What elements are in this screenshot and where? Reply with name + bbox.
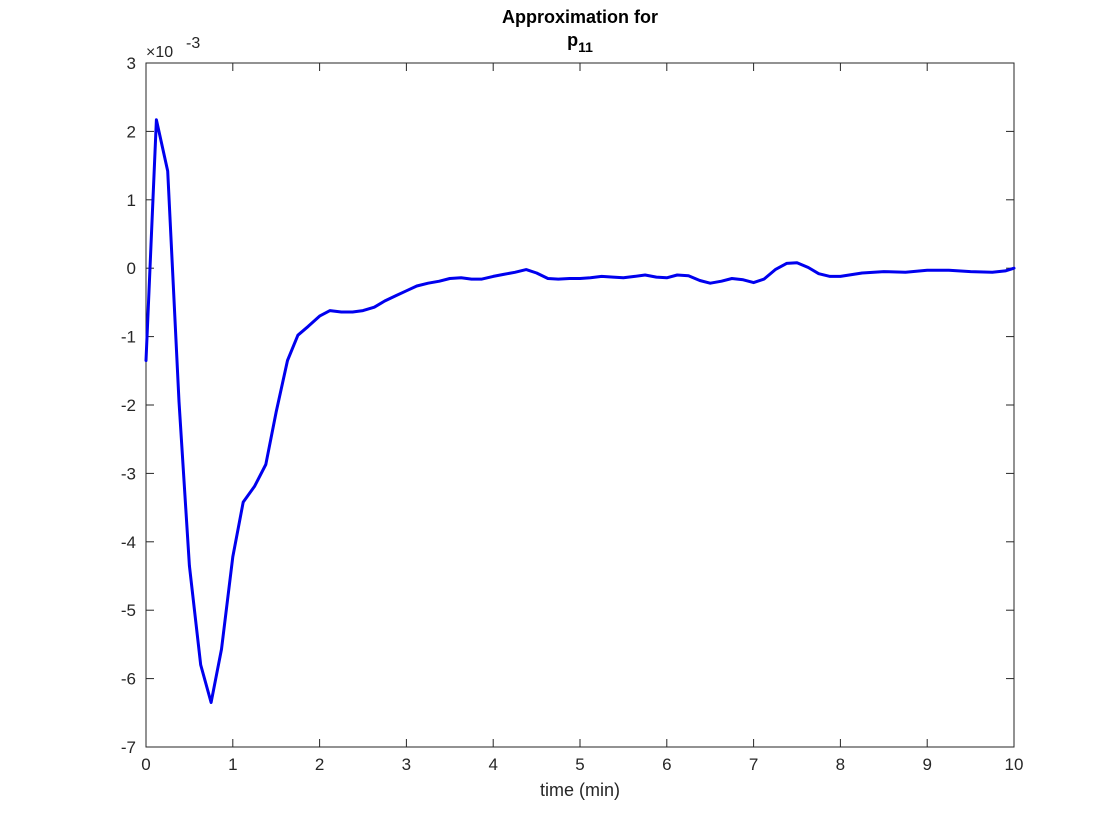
y-axis-exponent: ×10 -3 [146, 35, 200, 61]
y-tick-label-0: -7 [121, 738, 136, 757]
data-series [144, 118, 1016, 704]
x-tick-label-1: 1 [228, 755, 237, 774]
y-tick-label-6: -1 [121, 328, 136, 347]
y-tick-label-7: 0 [127, 259, 136, 278]
y-tick-label-5: -2 [121, 396, 136, 415]
y-tick-label-1: -6 [121, 670, 136, 689]
y-exponent-base: ×10 [146, 44, 173, 61]
x-tick-label-6: 6 [662, 755, 671, 774]
chart-title-subscript: 11 [578, 39, 593, 55]
y-tick-label-3: -4 [121, 533, 136, 552]
chart-title-line2: p11 [567, 30, 593, 55]
x-tick-label-9: 9 [922, 755, 931, 774]
x-tick-label-8: 8 [836, 755, 845, 774]
y-tick-label-8: 1 [127, 191, 136, 210]
y-exponent-power: -3 [186, 35, 200, 52]
series-line-0 [144, 118, 1016, 704]
x-axis-tick-labels: 0 1 2 3 4 5 6 7 8 9 10 [141, 755, 1023, 774]
x-tick-label-4: 4 [488, 755, 497, 774]
y-tick-label-9: 2 [127, 122, 136, 141]
chart-title-symbol: p [567, 30, 578, 50]
x-tick-label-5: 5 [575, 755, 584, 774]
chart-title-line1: Approximation for [502, 7, 658, 27]
y-tick-label-4: -3 [121, 464, 136, 483]
x-tick-label-10: 10 [1005, 755, 1024, 774]
x-axis-label: time (min) [540, 780, 620, 800]
x-axis-ticks [145, 63, 1015, 747]
x-tick-label-7: 7 [749, 755, 758, 774]
x-tick-label-3: 3 [402, 755, 411, 774]
y-axis-tick-labels: -7 -6 -5 -4 -3 -2 -1 0 1 2 3 [121, 54, 136, 757]
x-tick-label-0: 0 [141, 755, 150, 774]
y-tick-label-10: 3 [127, 54, 136, 73]
y-tick-label-2: -5 [121, 601, 136, 620]
chart-title: Approximation for p11 [502, 7, 658, 55]
x-tick-label-2: 2 [315, 755, 324, 774]
